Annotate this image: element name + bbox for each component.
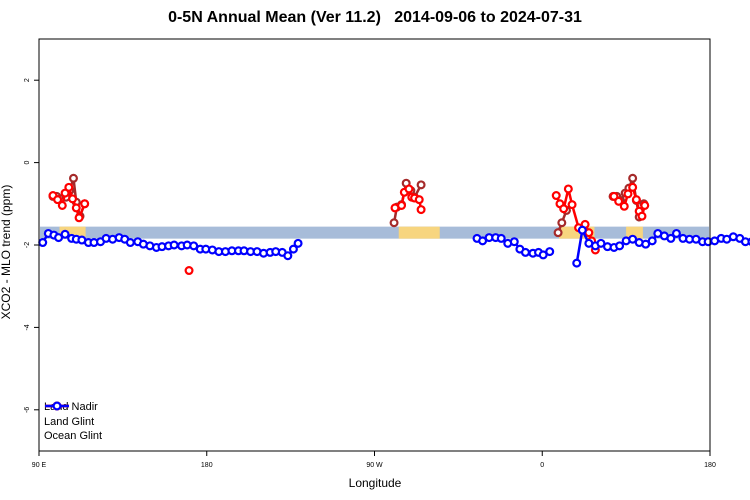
data-point <box>553 228 563 238</box>
x-tick-label: 0 <box>540 462 544 469</box>
legend-label: Land Glint <box>44 415 95 428</box>
data-point <box>623 189 633 199</box>
data-point <box>416 205 426 215</box>
data-point <box>68 194 78 204</box>
data-point <box>57 200 67 210</box>
data-point <box>577 225 587 235</box>
y-tick-label: 2 <box>24 78 31 82</box>
data-point <box>647 236 657 246</box>
data-point <box>74 213 84 223</box>
series-ocean-glint <box>38 225 750 268</box>
ocean-band <box>40 226 709 239</box>
data-point <box>71 203 81 213</box>
x-tick-label: 180 <box>201 462 213 469</box>
data-point <box>283 251 293 261</box>
x-tick-label: 90 E <box>32 462 47 469</box>
data-point <box>54 233 64 243</box>
data-point <box>614 196 624 206</box>
y-tick-label: 0 <box>24 161 31 165</box>
data-point <box>538 250 548 260</box>
data-point <box>53 195 63 205</box>
data-point <box>596 238 606 248</box>
legend-label: Ocean Glint <box>44 430 103 443</box>
data-point <box>38 238 48 248</box>
legend: Land Nadir Land Glint Ocean Glint <box>44 400 102 444</box>
data-point <box>628 234 638 244</box>
data-point <box>631 195 641 205</box>
data-point <box>64 182 74 192</box>
data-point <box>637 211 647 221</box>
data-point <box>184 266 194 276</box>
y-tick-label: -6 <box>24 407 31 413</box>
data-point <box>520 247 530 257</box>
data-point <box>563 184 573 194</box>
data-point <box>572 258 582 268</box>
data-point <box>414 195 424 205</box>
data-point <box>189 241 199 251</box>
series-layer <box>38 173 750 276</box>
data-point <box>671 228 681 238</box>
data-point <box>80 199 90 209</box>
series-land-glint <box>48 182 650 276</box>
legend-swatch <box>45 401 69 411</box>
data-point <box>389 218 399 228</box>
data-point <box>397 200 407 210</box>
data-point <box>628 173 638 183</box>
data-point <box>288 244 298 254</box>
data-point <box>640 200 650 210</box>
data-point <box>559 204 569 214</box>
data-point <box>615 241 625 251</box>
x-tick-label: 90 W <box>366 462 383 469</box>
data-point <box>169 240 179 250</box>
data-point <box>478 236 488 246</box>
data-point <box>551 191 561 201</box>
data-point <box>496 233 506 243</box>
data-point <box>628 182 638 192</box>
land-band-segment <box>398 226 440 239</box>
data-point <box>60 229 70 239</box>
data-point <box>125 238 135 248</box>
legend-item: Land Glint <box>44 401 102 430</box>
data-point <box>509 237 519 247</box>
axes: 90 E 180 90 W 0 180 -6 -4 -2 0 2 <box>24 78 716 469</box>
x-axis-label: Longitude <box>348 476 402 490</box>
data-point <box>567 200 577 210</box>
data-point <box>404 184 414 194</box>
data-point <box>666 233 676 243</box>
x-tick-label: 180 <box>704 462 716 469</box>
data-point <box>416 180 426 190</box>
legend-item: Ocean Glint <box>44 401 103 444</box>
data-point <box>557 218 567 228</box>
y-tick-label: -2 <box>24 242 31 248</box>
land-ocean-band <box>40 226 709 239</box>
chart-title: 0-5N Annual Mean (Ver 11.2) 2014-09-06 t… <box>168 9 582 26</box>
y-tick-label: -4 <box>24 324 31 330</box>
data-point <box>641 239 651 249</box>
data-point <box>293 238 303 248</box>
data-point <box>619 201 629 211</box>
data-point <box>68 173 78 183</box>
data-point <box>545 247 555 257</box>
y-axis-label: XCO2 - MLO trend (ppm) <box>0 184 13 320</box>
